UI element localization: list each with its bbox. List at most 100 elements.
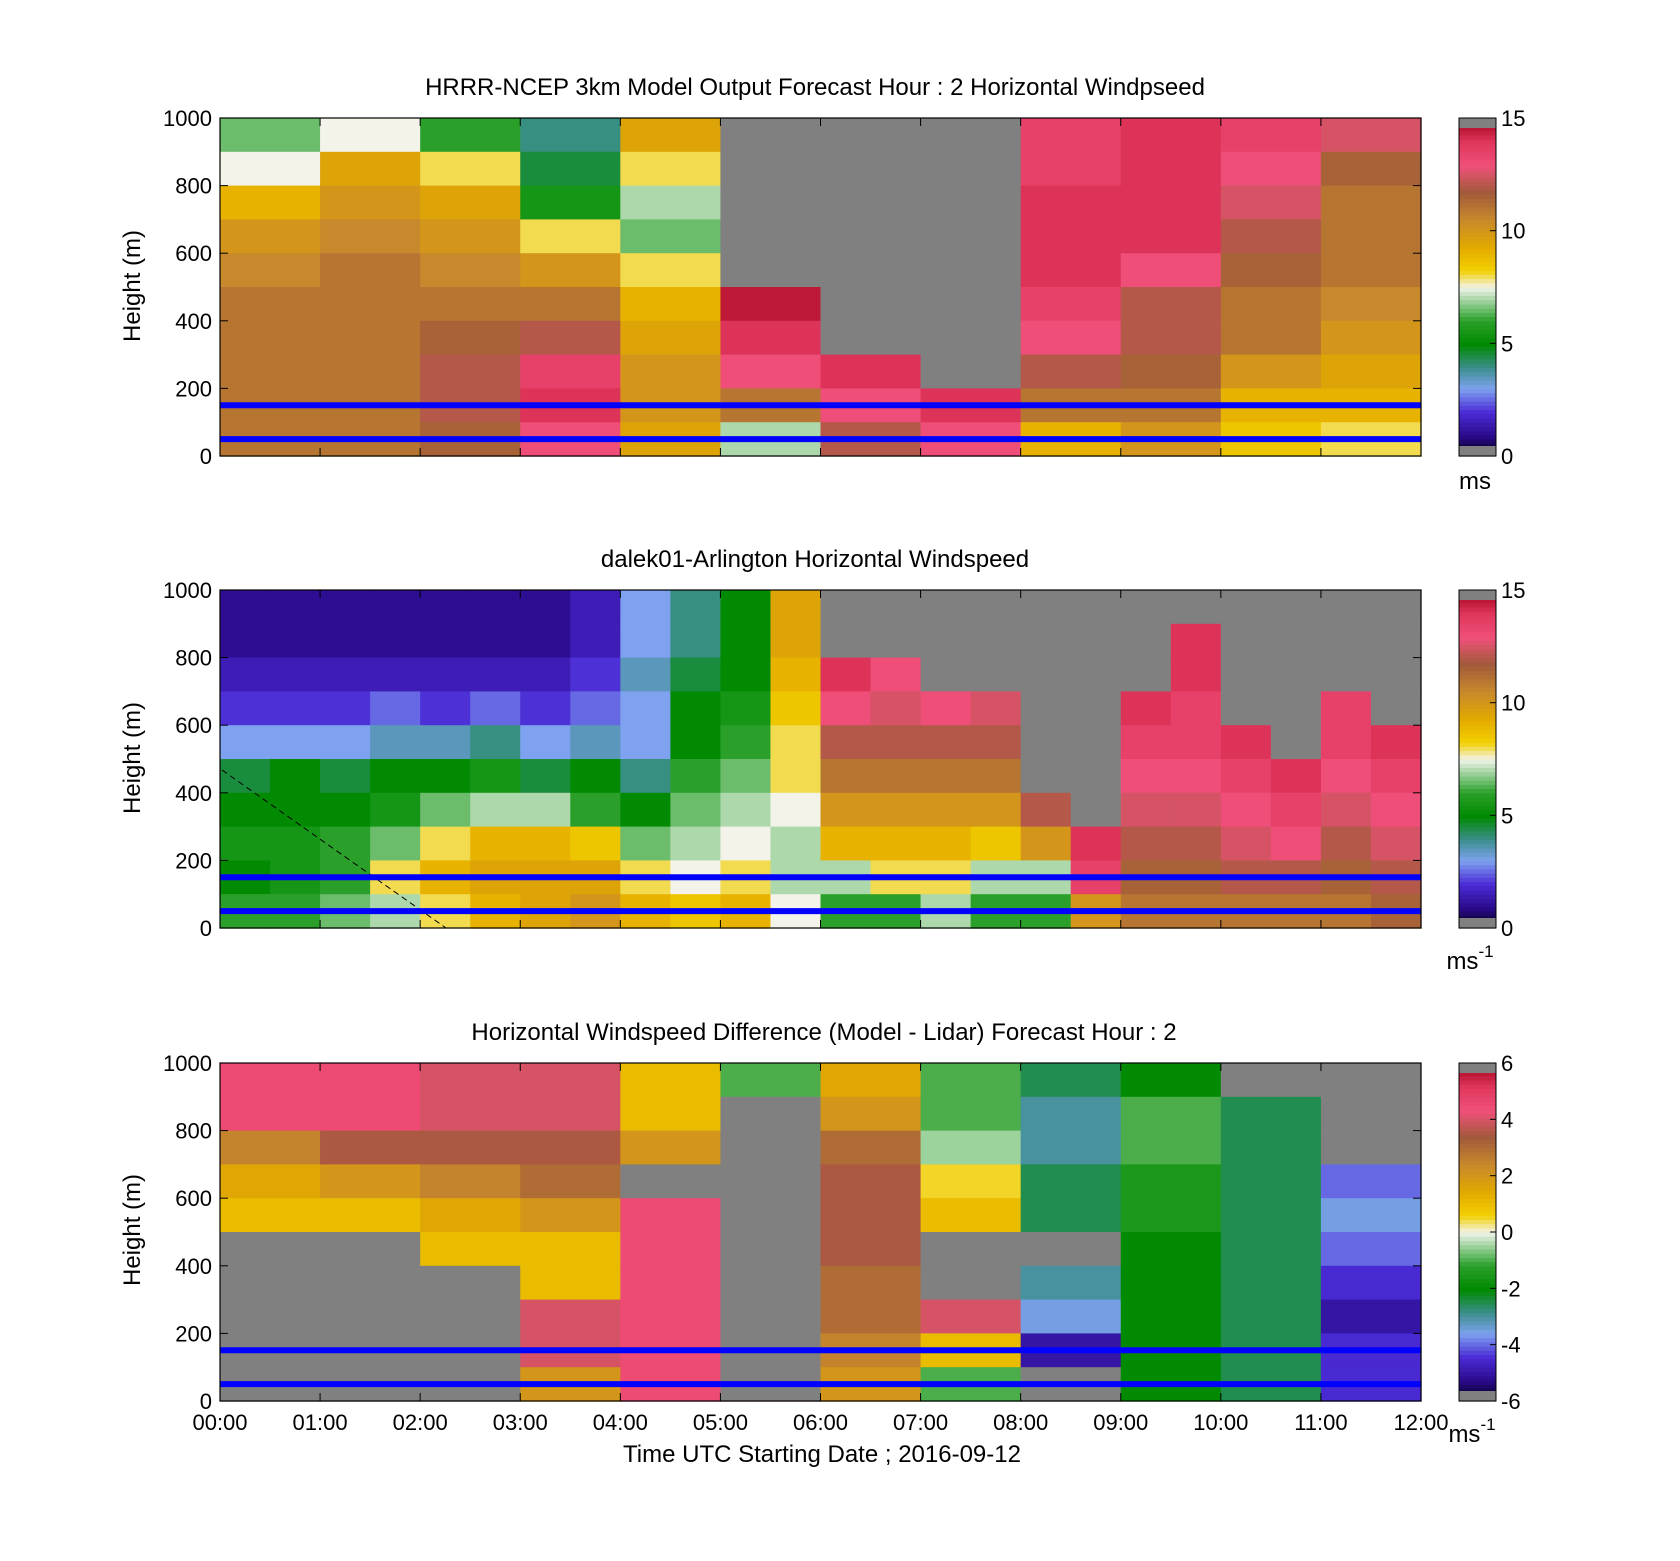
reference-lines xyxy=(220,1347,1421,1388)
heatmap-cell xyxy=(770,759,822,794)
heatmap-cell xyxy=(1320,1096,1422,1132)
y-tick-label: 400 xyxy=(175,309,212,334)
heatmap-cell xyxy=(1220,219,1322,254)
heatmap-cell xyxy=(970,792,1022,828)
colorbar-segment xyxy=(1459,1126,1496,1132)
colorbar-segment xyxy=(1459,282,1496,288)
heatmap-cell xyxy=(320,118,421,153)
heatmap-cell xyxy=(220,590,271,625)
heatmap-cell xyxy=(370,691,421,726)
heatmap-cell xyxy=(320,657,371,692)
heatmap-cell xyxy=(720,185,822,220)
colorbar-segment xyxy=(1459,767,1496,773)
colorbar-segment xyxy=(1459,1384,1496,1389)
colorbar: -6 -4 -2 0 2 4 6 xyxy=(1458,1051,1521,1414)
heatmap-cell xyxy=(420,1130,521,1165)
heatmap-cell xyxy=(1170,792,1222,828)
heatmap-cell xyxy=(1020,623,1072,659)
heatmap-cell xyxy=(770,725,822,760)
colorbar-segment xyxy=(1459,623,1496,629)
heatmap-cell xyxy=(920,1198,1022,1233)
heatmap-cell xyxy=(970,725,1022,760)
colorbar-segment xyxy=(1459,873,1496,878)
heatmap-cell xyxy=(670,725,722,760)
colorbar-segment xyxy=(1459,257,1496,263)
colorbar-segment xyxy=(1459,1371,1496,1377)
heatmap-cell xyxy=(370,725,421,760)
colorbar-segment xyxy=(1459,291,1496,297)
x-axis-ticks xyxy=(219,590,1422,928)
heatmap-cell xyxy=(920,826,972,861)
heatmap-cell xyxy=(220,1130,321,1165)
heatmap-cell xyxy=(1370,759,1422,794)
heatmap-cell xyxy=(1020,792,1072,828)
heatmap-cell xyxy=(320,320,421,356)
heatmap-cell xyxy=(520,590,571,625)
heatmap-cell xyxy=(1270,725,1322,760)
heatmap-cell xyxy=(1070,623,1122,659)
heatmap-cell xyxy=(1020,253,1122,288)
colorbar-segment xyxy=(1459,396,1496,402)
colorbar-segment xyxy=(1459,784,1496,790)
colorbar-tick-label: 15 xyxy=(1501,578,1525,603)
heatmap-cells xyxy=(220,118,1422,457)
heatmap-cell xyxy=(220,185,321,220)
colorbar-segment xyxy=(1459,1308,1496,1313)
heatmap-cell xyxy=(1320,354,1422,389)
heatmap-cell xyxy=(1120,1299,1222,1334)
heatmap-cell xyxy=(570,691,621,726)
heatmap-cell xyxy=(1220,1198,1322,1233)
heatmap-cell xyxy=(220,792,271,828)
heatmap-cell xyxy=(1020,185,1122,220)
y-tick-label: 0 xyxy=(200,444,212,469)
heatmap-cell xyxy=(1170,759,1222,794)
colorbar-segment xyxy=(1459,1079,1496,1085)
heatmap-cell xyxy=(420,1164,521,1199)
colorbar-segment xyxy=(1459,270,1496,275)
heatmap-cell xyxy=(820,1063,922,1098)
colorbar-segment xyxy=(1459,329,1496,335)
heatmap-cell xyxy=(1370,623,1422,659)
heatmap-cell xyxy=(920,253,1022,288)
heatmap-cell xyxy=(1120,1063,1222,1098)
heatmap-cell xyxy=(620,1130,722,1165)
heatmap-cell xyxy=(620,725,671,760)
heatmap-cell xyxy=(620,320,722,356)
heatmap-cell xyxy=(720,725,772,760)
heatmap-cell xyxy=(1020,151,1122,187)
heatmap-cell xyxy=(970,590,1022,625)
heatmap-cell xyxy=(220,691,271,726)
colorbar-segment xyxy=(1459,227,1496,233)
colorbar-segment xyxy=(1459,443,1496,449)
heatmap-cell xyxy=(820,1232,922,1267)
heatmap-cell xyxy=(1070,590,1122,625)
heatmap-cell xyxy=(720,759,772,794)
heatmap-cell xyxy=(870,792,922,828)
colorbar-segment xyxy=(1459,261,1496,267)
heatmap-cell xyxy=(1220,1130,1322,1165)
heatmap-cell xyxy=(820,590,872,625)
heatmap-cell xyxy=(320,1130,421,1165)
heatmap-cell xyxy=(1170,657,1222,692)
colorbar-segment xyxy=(1459,392,1496,398)
heatmap-cell xyxy=(1020,826,1072,861)
heatmap-cell xyxy=(1320,1299,1422,1334)
colorbar-segment xyxy=(1459,265,1496,271)
x-axis-ticks xyxy=(219,1063,1422,1401)
heatmap-cell xyxy=(1220,623,1272,659)
heatmap-cell xyxy=(1020,1130,1122,1165)
heatmap-cell xyxy=(820,1096,922,1132)
heatmap-cell xyxy=(320,1164,421,1199)
heatmap-cell xyxy=(270,657,321,692)
heatmap-cell xyxy=(470,691,521,726)
heatmap-cell xyxy=(420,792,471,828)
panel-difference: Horizontal Windspeed Difference (Model -… xyxy=(119,1019,1521,1468)
heatmap-cell xyxy=(320,253,421,288)
colorbar-tick-label: 15 xyxy=(1501,106,1525,131)
colorbar-segment xyxy=(1459,358,1496,364)
heatmap-cell xyxy=(1070,826,1122,861)
panel-title: dalek01-Arlington Horizontal Windspeed xyxy=(601,546,1029,573)
heatmap-cell xyxy=(920,1265,1022,1301)
colorbar-segment xyxy=(1459,1379,1496,1385)
heatmap-cell xyxy=(870,623,922,659)
